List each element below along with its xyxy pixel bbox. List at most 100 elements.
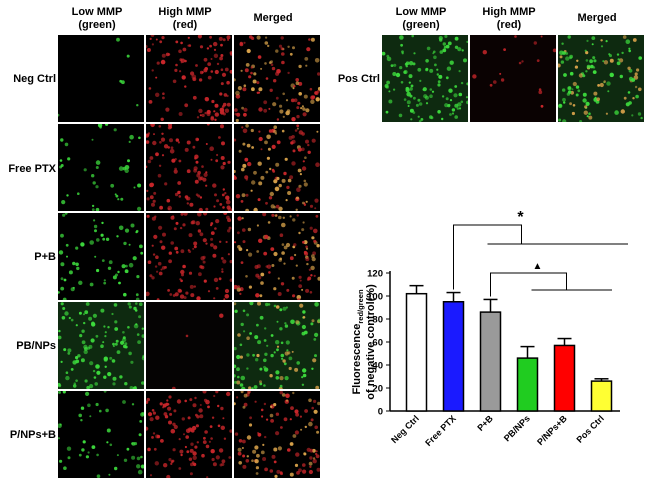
cell-dot [243,112,247,117]
cell-dot [245,63,250,67]
cell-dot [218,448,224,453]
cell-dot [236,396,239,399]
cell-dot [149,417,154,422]
cell-dot [466,40,468,43]
cell-dot [277,292,282,296]
cell-dot [433,50,436,54]
cell-dot [609,73,614,78]
cell-dot [89,282,94,287]
cell-dot [260,272,265,277]
cell-dot [227,229,231,233]
cell-dot [58,291,60,294]
cell-dot [75,356,79,360]
cell-dot [431,90,435,93]
cell-dot [640,116,643,120]
cell-dot [91,321,95,326]
cell-dot [237,245,241,249]
cell-dot [409,87,413,91]
cell-dot [174,68,178,72]
cell-dot [247,227,252,232]
cell-dot [588,115,593,120]
cell-dot [284,157,288,161]
cell-dot [305,257,310,262]
cell-dot [213,205,216,208]
cell-dot [271,168,275,172]
cell-dot [301,228,305,232]
cell-dot [129,386,134,389]
cell-dot [59,165,63,169]
cell-dot [291,161,296,166]
cell-dot [175,221,179,225]
cell-dot [59,459,63,463]
cell-dot [257,302,261,306]
bar [479,311,502,412]
cell-dot [283,262,286,265]
cell-dot [163,412,168,416]
cell-dot [138,136,141,140]
x-tick-label: Pos Ctrl [574,413,605,444]
cell-dot [197,213,202,217]
cell-dot [569,54,573,59]
cell-dot [178,438,181,441]
cell-dot [386,56,392,62]
cell-dot [287,71,290,75]
cell-dot [246,336,250,340]
cell-dot [60,233,64,238]
cell-dot [316,467,320,472]
cell-dot [234,241,237,244]
cell-dot [187,249,190,252]
cell-dot [135,297,140,300]
cell-dot [246,249,249,252]
cell-dot [270,334,274,337]
cell-dot [280,47,284,51]
cell-dot [393,63,397,67]
cell-dot [213,53,219,58]
cell-dot [314,198,319,203]
cell-dot [190,442,194,446]
cell-dot [156,298,160,300]
cell-dot [283,171,287,176]
cell-dot [584,49,587,52]
cell-dot [92,369,96,373]
cell-dot [169,138,173,143]
cell-dot [199,404,202,406]
cell-dot [242,454,246,458]
cell-dot [84,379,88,383]
cell-dot [107,326,110,329]
cell-dot [197,35,202,39]
cell-dot [255,472,259,475]
cell-dot [193,168,197,173]
cell-dot [186,140,191,145]
cell-dot [210,158,213,161]
cell-dot [203,436,206,440]
cell-dot [240,391,244,394]
cell-dot [159,240,163,244]
cell-dot [276,320,279,323]
cell-dot [619,58,624,63]
cell-dot [404,62,408,66]
cell-dot [153,234,158,239]
cell-dot [201,113,205,118]
cell-dot [454,36,459,41]
cell-dot [219,107,225,113]
cell-dot [236,112,241,117]
cell-dot [242,405,246,409]
cell-dot [291,350,294,353]
cell-dot [302,107,306,111]
cell-dot [596,97,600,101]
cell-dot [251,146,254,149]
cell-dot [282,359,286,363]
cell-dot [226,80,230,85]
cell-dot [130,223,135,228]
cell-dot [275,305,280,309]
cell-dot [197,229,202,233]
cell-dot [216,62,220,66]
cell-dot [275,49,279,53]
cell-dot [179,58,183,62]
cell-dot [82,440,86,444]
cell-dot [591,36,596,40]
cell-dot [213,245,218,250]
cell-dot [191,461,195,464]
cell-dot [207,75,212,80]
cell-dot [195,64,198,67]
